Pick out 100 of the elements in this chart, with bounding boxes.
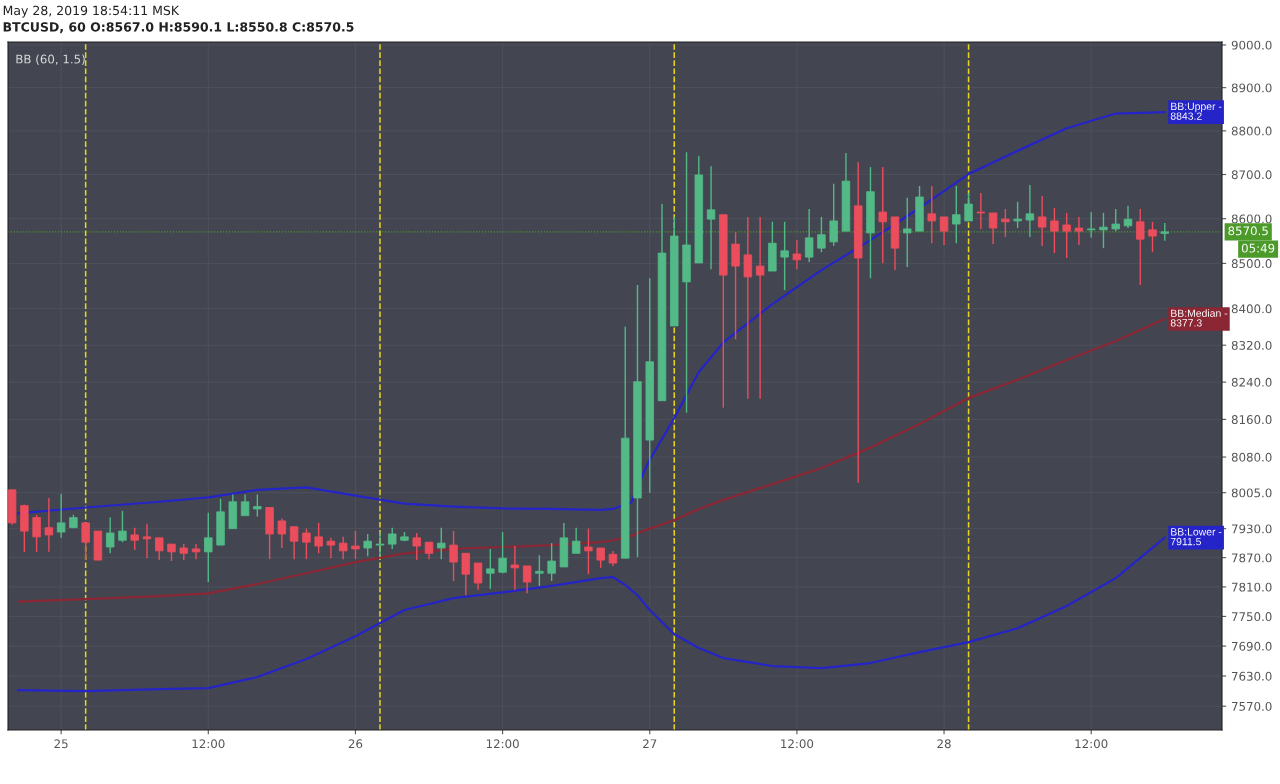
y-tick-label: 8500.0 xyxy=(1231,259,1272,269)
y-tick-label: 8160.0 xyxy=(1231,415,1272,425)
candlestick xyxy=(81,522,90,561)
candlestick xyxy=(584,527,593,575)
y-tick-label: 8600.0 xyxy=(1231,214,1272,224)
y-tick-label: 8005.0 xyxy=(1231,488,1272,498)
candlestick xyxy=(731,231,740,340)
candlestick xyxy=(486,548,495,590)
candlestick xyxy=(755,216,765,400)
line-series xyxy=(17,536,1166,693)
chart-title: May 28, 2019 18:54:11 MSK xyxy=(3,5,180,18)
y-tick-label: 8080.0 xyxy=(1231,452,1272,462)
x-tick-label: 12:00 xyxy=(486,739,519,749)
candlestick xyxy=(964,192,973,222)
candlestick xyxy=(1086,211,1096,239)
candlestick xyxy=(253,493,262,518)
candlestick xyxy=(792,239,802,270)
candlestick xyxy=(1050,207,1059,254)
candlestick xyxy=(1037,195,1047,247)
candlestick xyxy=(510,545,520,591)
candlestick xyxy=(1099,212,1108,249)
candlestick xyxy=(878,166,887,264)
candlestick xyxy=(498,531,507,574)
x-tick-label: 27 xyxy=(643,739,657,748)
y-tick-label: 8400.0 xyxy=(1231,304,1272,314)
text: 05:49 xyxy=(1241,243,1275,253)
candlestick xyxy=(535,554,544,587)
y-tick-label: 8320.0 xyxy=(1231,340,1272,350)
x-tick-label: 12:00 xyxy=(192,739,225,749)
line-series xyxy=(17,317,1166,603)
candlestick xyxy=(375,531,385,558)
y-tick-label: 8900.0 xyxy=(1231,83,1272,93)
candlestick xyxy=(547,542,556,582)
candlestick xyxy=(363,533,372,557)
y-tick-label: 7630.0 xyxy=(1232,671,1272,681)
candlestick xyxy=(351,530,360,560)
candlestick xyxy=(142,523,152,559)
candlestick xyxy=(1001,208,1010,238)
candlestick xyxy=(388,526,397,550)
candlestick xyxy=(1123,205,1133,229)
candlestick xyxy=(437,526,446,560)
candlestick xyxy=(326,537,336,559)
y-tick-label: 8240.0 xyxy=(1231,377,1272,387)
candlestick xyxy=(204,512,213,583)
candlestick xyxy=(1111,208,1120,232)
chart-subtitle: BTCUSD, 60 O:8567.0 H:8590.1 L:8550.8 C:8570.5 xyxy=(3,22,354,34)
candlestick xyxy=(927,185,937,244)
candlestick xyxy=(829,183,838,247)
candlestick xyxy=(1013,201,1022,229)
candlestick xyxy=(314,522,323,555)
y-tick-label: 7690.0 xyxy=(1232,641,1272,651)
x-tick-label: 28 xyxy=(937,739,951,749)
annotation: BB (60, 1.5) xyxy=(16,54,85,65)
candlestick xyxy=(571,526,581,555)
y-tick-label: 8700.0 xyxy=(1231,170,1272,180)
candlestick xyxy=(155,537,164,561)
candlestick xyxy=(952,185,961,244)
candlestick xyxy=(473,562,483,591)
candlestick xyxy=(412,532,421,561)
candlestick xyxy=(1136,208,1145,286)
y-tick-label: 9000.0 xyxy=(1231,40,1272,50)
annotation: BB:Median - 8377.3 xyxy=(1170,309,1228,327)
candlestick xyxy=(32,514,41,553)
y-tick-label: 7570.0 xyxy=(1232,701,1272,711)
candlestick xyxy=(1074,216,1084,246)
candlestick xyxy=(289,526,299,560)
candlestick xyxy=(240,493,250,517)
candlestick xyxy=(118,510,127,543)
ref-line-label: 8570.5 xyxy=(1228,226,1268,236)
candlestick xyxy=(976,192,986,230)
candlestick xyxy=(743,216,753,400)
y-tick-label: 7930.0 xyxy=(1232,524,1272,534)
candlestick xyxy=(780,221,789,291)
candlestick xyxy=(988,212,998,245)
y-tick-label: 7870.0 xyxy=(1232,553,1272,563)
y-tick-label: 7750.0 xyxy=(1232,612,1272,622)
candlestick xyxy=(1062,212,1071,259)
candlestick xyxy=(191,543,201,560)
x-tick-label: 12:00 xyxy=(1075,739,1108,749)
annotation: BB:Upper - 8843.2 xyxy=(1170,102,1222,120)
candlestick xyxy=(1148,221,1157,253)
candlestick xyxy=(56,492,66,539)
candlestick xyxy=(939,216,949,246)
candlestick xyxy=(461,552,471,596)
candlestick xyxy=(130,526,139,551)
annotation: BB:Lower - 7911.5 xyxy=(1170,528,1222,546)
y-tick-label: 8800.0 xyxy=(1231,126,1272,136)
y-tick-label: 7810.0 xyxy=(1232,582,1272,592)
candlestick xyxy=(277,517,287,549)
candlestick xyxy=(903,197,912,268)
candlestick xyxy=(338,536,348,560)
candlestick xyxy=(706,165,716,270)
x-tick-label: 25 xyxy=(54,739,68,749)
candlestick xyxy=(522,565,532,594)
candlestick xyxy=(804,208,814,263)
x-tick-label: 26 xyxy=(348,739,363,749)
x-tick-label: 12:00 xyxy=(781,739,814,749)
candlestick xyxy=(105,516,115,555)
candlestick xyxy=(596,547,605,569)
candlestick xyxy=(817,216,826,253)
